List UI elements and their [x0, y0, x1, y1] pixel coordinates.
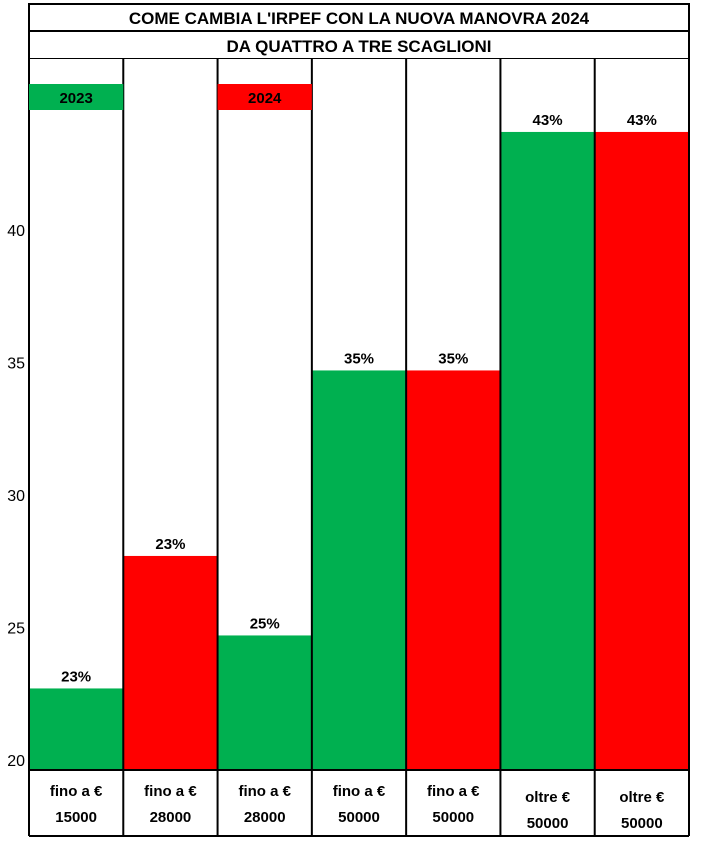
y-tick-label: 20 — [7, 753, 25, 770]
legend: 2023 2024 — [29, 84, 312, 110]
bar — [29, 688, 124, 770]
data-labels: 23% 23% 25% 35% 35% 43% 43% — [61, 112, 657, 686]
bar-value-label: 23% — [155, 536, 185, 553]
category-label-line2: 50000 — [432, 809, 474, 826]
chart-title: COME CAMBIA L'IRPEF CON LA NUOVA MANOVRA… — [129, 9, 590, 28]
category-label-line1: fino a € — [144, 783, 197, 800]
bars-layer — [29, 59, 689, 770]
y-tick-label: 35 — [7, 356, 25, 373]
category-label-line2: 50000 — [621, 815, 663, 832]
bar — [594, 131, 689, 770]
category-label-line1: fino a € — [333, 783, 386, 800]
y-tick-label: 30 — [7, 488, 25, 505]
title-box — [28, 3, 690, 32]
category-label-line2: 28000 — [150, 809, 192, 826]
category-label-line1: fino a € — [427, 783, 480, 800]
category-labels: fino a € 15000 fino a € 28000 fino a € 28000 f… — [50, 783, 665, 832]
bar — [311, 370, 407, 770]
legend-label: 2024 — [248, 90, 282, 107]
legend-label: 2023 — [59, 90, 92, 107]
category-label-line2: 50000 — [338, 809, 380, 826]
y-tick-label: 40 — [7, 223, 25, 240]
category-label-line2: 50000 — [527, 815, 569, 832]
y-axis-ticks: 20 25 30 35 40 — [7, 223, 25, 770]
bar-value-label: 25% — [250, 615, 280, 632]
category-label-line1: fino a € — [50, 783, 103, 800]
category-label-line1: oltre € — [619, 789, 665, 806]
bar — [500, 131, 595, 770]
category-label-line1: fino a € — [238, 783, 291, 800]
y-tick-label: 25 — [7, 621, 25, 638]
bar — [406, 370, 501, 770]
bar-value-label: 43% — [533, 112, 563, 129]
bar-value-label: 35% — [438, 350, 468, 367]
column-dividers — [28, 59, 690, 837]
category-label-line1: oltre € — [525, 789, 571, 806]
legend-swatch — [217, 84, 312, 110]
chart-subtitle: DA QUATTRO A TRE SCAGLIONI — [226, 37, 491, 56]
bar — [123, 555, 218, 770]
bar — [217, 635, 312, 770]
category-label-line2: 28000 — [244, 809, 286, 826]
category-label-line2: 15000 — [55, 809, 97, 826]
bar-value-label: 35% — [344, 350, 374, 367]
legend-swatch — [29, 84, 124, 110]
bar-value-label: 43% — [627, 112, 657, 129]
bar-value-label: 23% — [61, 668, 91, 685]
